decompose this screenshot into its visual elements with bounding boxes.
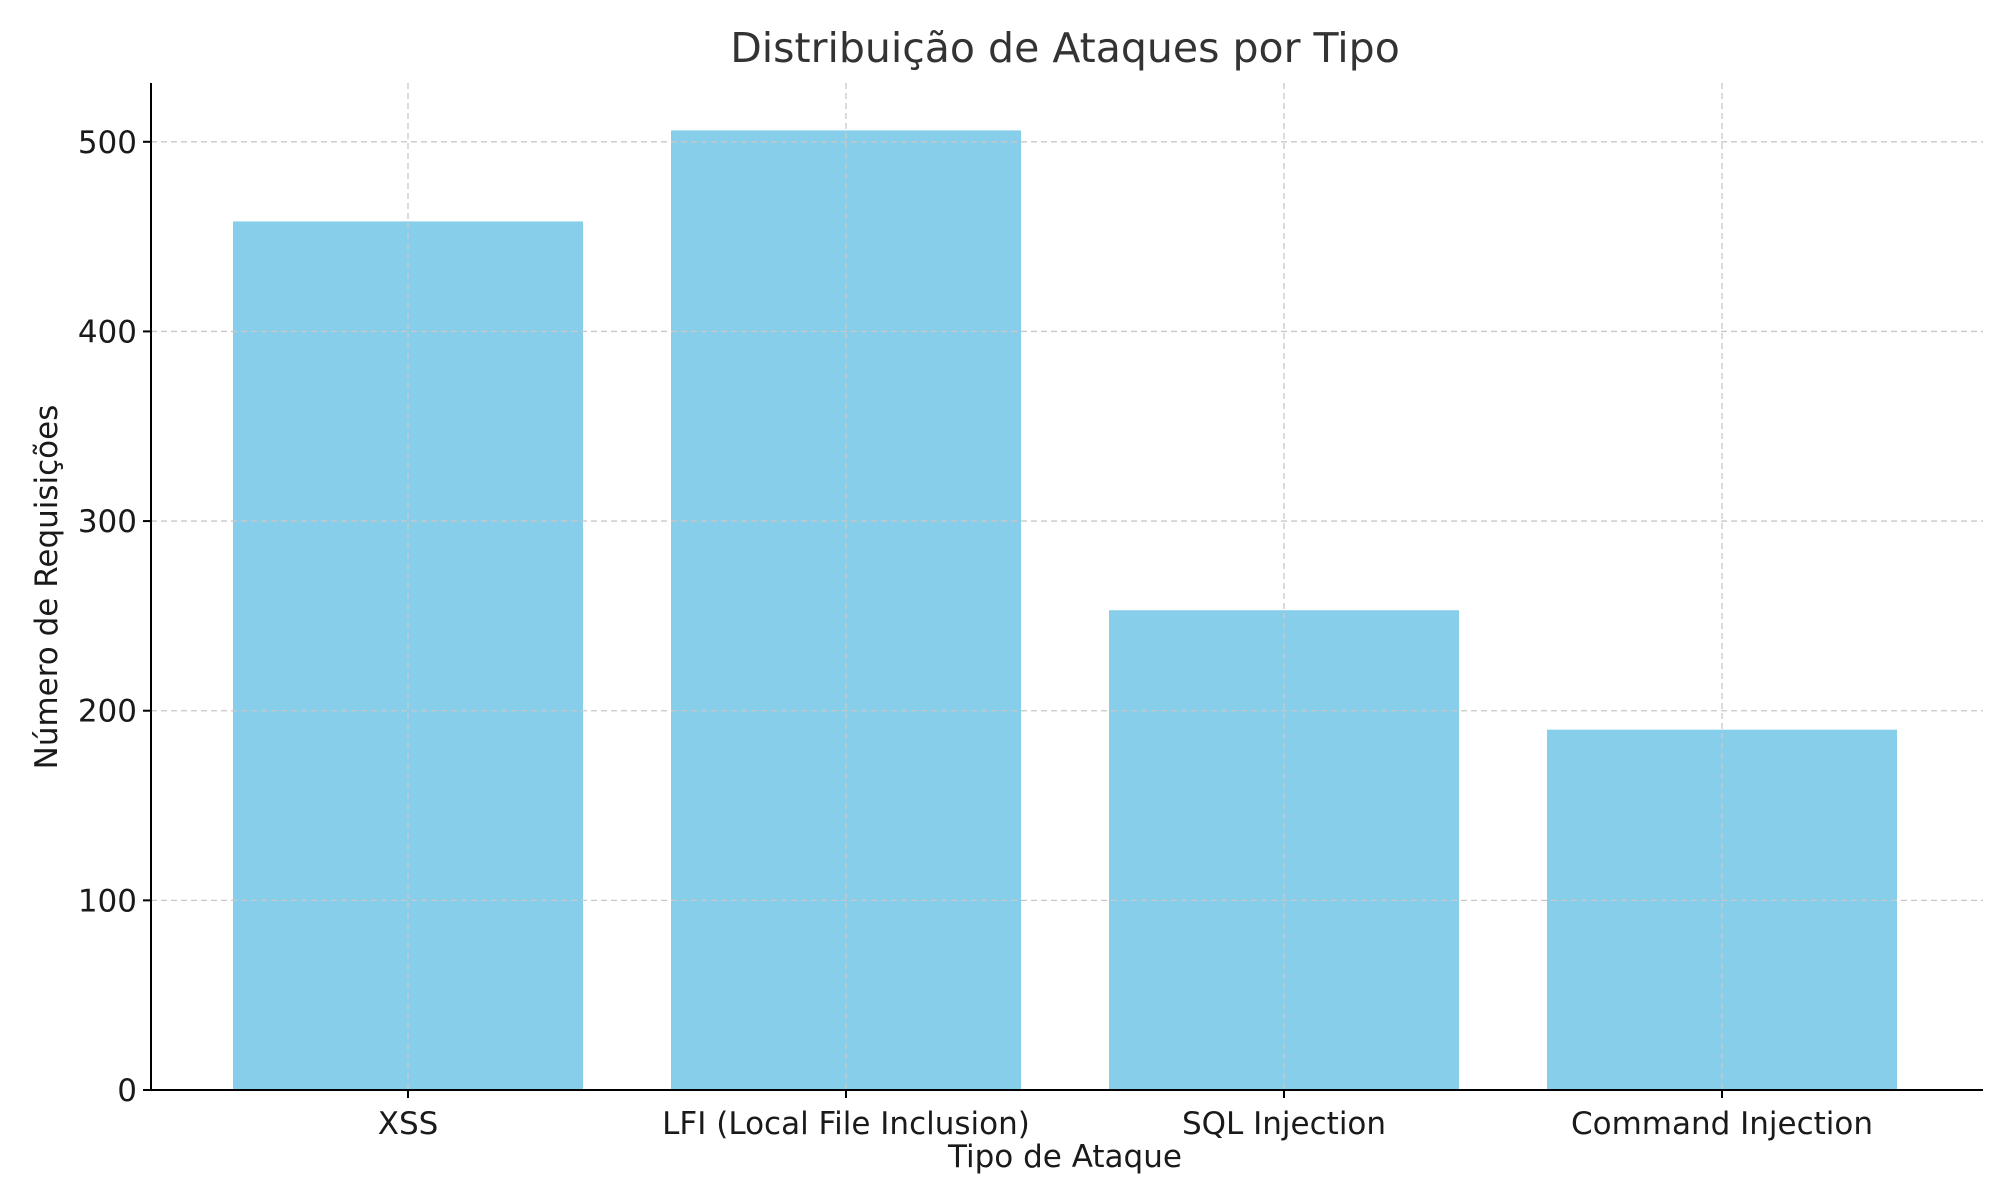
bar: [671, 130, 1021, 1091]
bar: [1109, 610, 1459, 1090]
y-tick-label: 0: [117, 1073, 137, 1109]
y-axis-label: Número de Requisições: [29, 405, 65, 770]
y-tick-label: 100: [78, 883, 137, 919]
y-ticks: 0 100 200 300 400 500: [78, 125, 151, 1109]
bar: [1547, 729, 1897, 1090]
bars: [233, 130, 1897, 1091]
x-tick-label: LFI (Local File Inclusion): [662, 1106, 1030, 1142]
y-tick-label: 500: [78, 125, 137, 161]
axes: [150, 83, 1983, 1091]
y-tick-label: 200: [78, 694, 137, 730]
x-tick-label: SQL Injection: [1182, 1106, 1386, 1142]
grid-lines: [151, 83, 1983, 1090]
x-tick-label: XSS: [378, 1106, 439, 1142]
y-tick-label: 300: [78, 504, 137, 540]
y-tick-label: 400: [78, 314, 137, 350]
chart-title: Distribuição de Ataques por Tipo: [730, 24, 1400, 72]
x-ticks: XSS LFI (Local File Inclusion) SQL Injecti…: [378, 1090, 1873, 1142]
x-tick-label: Command Injection: [1571, 1106, 1873, 1142]
x-axis-label: Tipo de Ataque: [947, 1139, 1182, 1175]
